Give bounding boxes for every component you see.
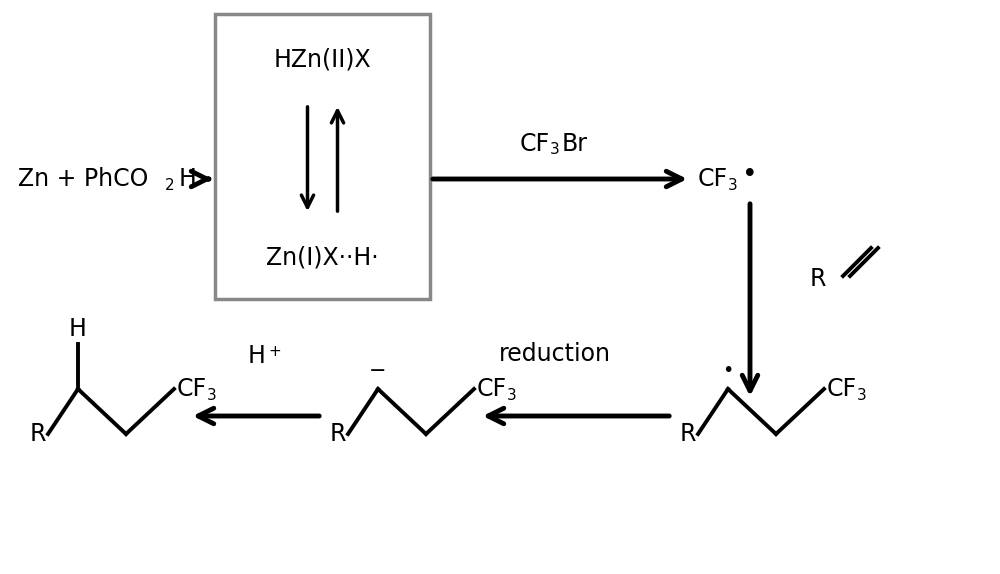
Text: H: H [248,344,266,368]
Text: reduction: reduction [499,342,611,366]
Text: CF: CF [477,377,507,401]
Text: 3: 3 [207,387,217,402]
Text: R: R [30,422,46,446]
Text: 3: 3 [507,387,517,402]
Text: R: R [680,422,696,446]
Text: 3: 3 [728,177,738,192]
Text: CF: CF [177,377,207,401]
Text: H: H [69,317,87,341]
Text: 3: 3 [857,387,867,402]
Text: CF: CF [827,377,857,401]
Text: 2: 2 [165,177,175,192]
Text: Zn + PhCO: Zn + PhCO [18,167,148,191]
Text: R: R [330,422,347,446]
Text: 3: 3 [550,142,560,157]
Text: •: • [722,362,734,381]
Text: −: − [369,361,387,381]
Text: Zn(I)X··H·: Zn(I)X··H· [266,245,379,269]
Text: H: H [179,167,197,191]
Text: Br: Br [562,132,588,156]
Bar [215,14,430,299]
Text: CF: CF [520,132,550,156]
Text: CF: CF [698,167,728,191]
Text: •: • [742,162,758,188]
Text: +: + [268,344,281,359]
Text: HZn(II)X: HZn(II)X [274,47,371,71]
Text: R: R [810,267,826,291]
